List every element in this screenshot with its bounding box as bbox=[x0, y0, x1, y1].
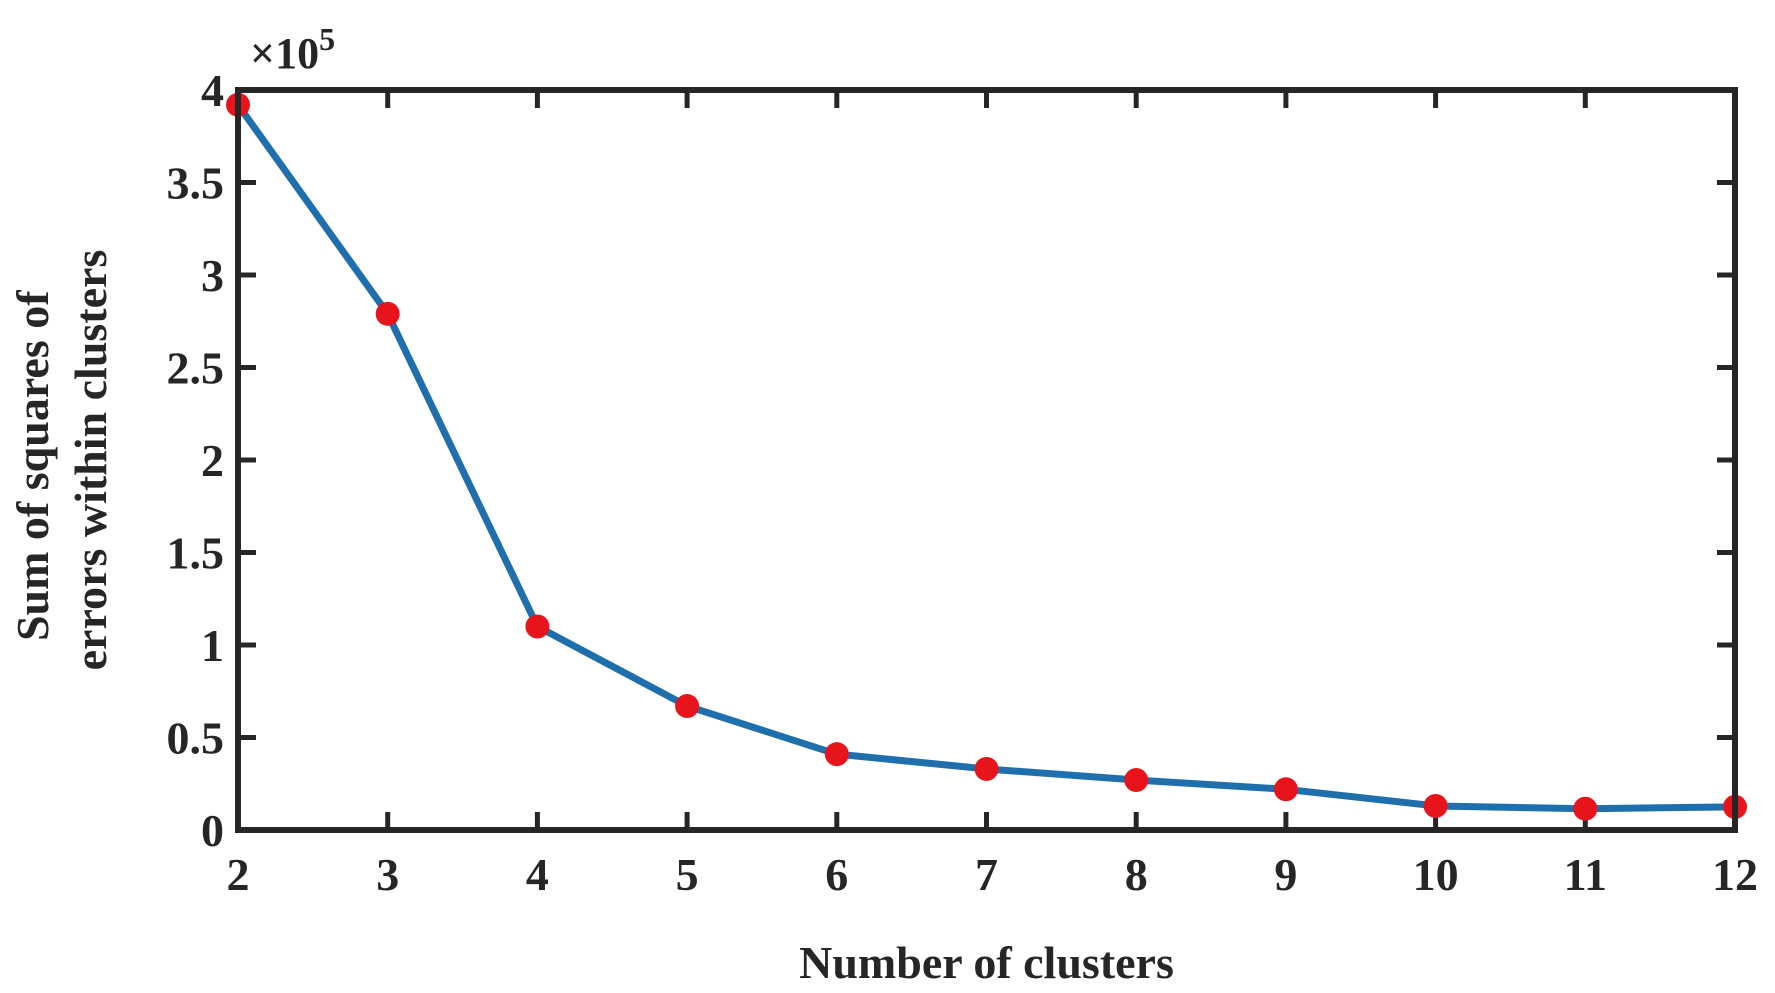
data-point-6 bbox=[824, 742, 849, 767]
y-tick-label: 1.5 bbox=[167, 528, 225, 579]
y-axis-label: Sum of squares of errors within clusters bbox=[7, 250, 116, 671]
x-axis-label: Number of clusters bbox=[799, 937, 1174, 988]
y-axis-multiplier-exponent: 5 bbox=[319, 21, 335, 57]
x-tick-label: 5 bbox=[676, 849, 699, 900]
x-tick-label: 3 bbox=[376, 849, 399, 900]
tick-marks bbox=[235, 87, 1738, 833]
series-line-0 bbox=[234, 101, 1739, 813]
y-tick-label: 3.5 bbox=[167, 158, 225, 209]
data-point-11 bbox=[1573, 796, 1598, 821]
y-axis-multiplier-base: ×10 bbox=[250, 29, 319, 78]
y-axis-label-line-1: Sum of squares of bbox=[7, 290, 58, 641]
y-axis-multiplier: ×105 bbox=[250, 21, 335, 78]
x-tick-label: 4 bbox=[526, 849, 549, 900]
y-tick-label: 4 bbox=[201, 65, 224, 116]
y-tick-label: 3 bbox=[201, 250, 224, 301]
plot-frame bbox=[235, 87, 1738, 833]
data-point-3 bbox=[375, 301, 400, 326]
y-tick-label: 2 bbox=[201, 435, 224, 486]
x-tick-label: 7 bbox=[975, 849, 998, 900]
y-tick-label: 0 bbox=[201, 805, 224, 856]
x-tick-label: 11 bbox=[1564, 849, 1607, 900]
x-tick-label: 6 bbox=[825, 849, 848, 900]
y-axis-label-line-2: errors within clusters bbox=[65, 250, 116, 671]
y-tick-label: 1 bbox=[201, 620, 224, 671]
data-point-10 bbox=[1423, 793, 1448, 818]
data-point-7 bbox=[974, 756, 999, 781]
y-tick-label: 2.5 bbox=[167, 343, 225, 394]
data-point-8 bbox=[1124, 768, 1149, 793]
tick-labels: 2 3 4 5 6 7 8 9 10 11 12 0 0.5 1 1.5 2 2.5 3 3.5 4 bbox=[167, 65, 1759, 900]
data-point-9 bbox=[1273, 777, 1298, 802]
data-point-5 bbox=[675, 694, 700, 719]
x-tick-label: 8 bbox=[1125, 849, 1148, 900]
data-series bbox=[226, 92, 1747, 821]
y-tick-label: 0.5 bbox=[167, 713, 225, 764]
x-tick-label: 12 bbox=[1712, 849, 1758, 900]
x-tick-label: 10 bbox=[1413, 849, 1459, 900]
x-tick-label: 9 bbox=[1274, 849, 1297, 900]
x-tick-label: 2 bbox=[227, 849, 250, 900]
data-point-4 bbox=[525, 614, 550, 639]
